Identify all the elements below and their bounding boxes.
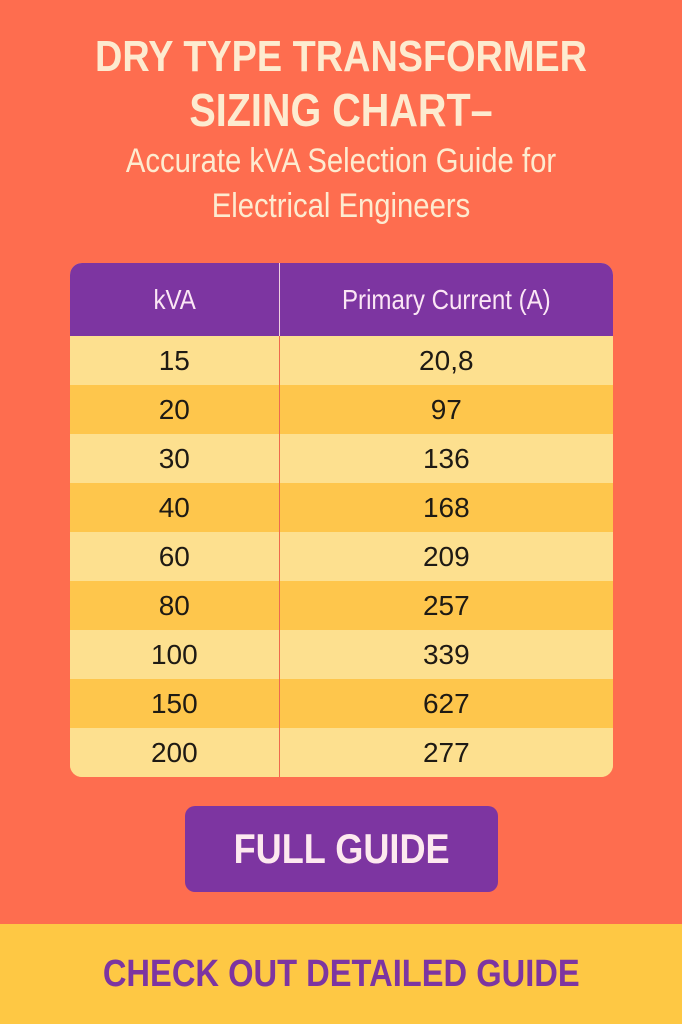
cell-current: 257: [278, 581, 613, 630]
cell-current: 627: [278, 679, 613, 728]
cell-kva: 30: [158, 442, 190, 474]
sizing-table: kVA Primary Current (A) 15 20,8 20 97 30 13…: [70, 263, 613, 777]
table-header: kVA Primary Current (A): [70, 263, 613, 336]
cell-kva: 80: [158, 589, 190, 621]
cell-kva: 60: [158, 540, 190, 572]
cell-current: 339: [278, 630, 613, 679]
cell-current: 209: [278, 532, 613, 581]
footer-label: CHECK OUT DETAILED GUIDE: [102, 952, 580, 995]
header-kva: kVA: [70, 263, 279, 336]
title-line-2: SIZING CHART–: [189, 84, 493, 136]
header-primary-current: Primary Current (A): [278, 263, 613, 336]
footer-banner[interactable]: CHECK OUT DETAILED GUIDE: [0, 924, 682, 1024]
cell-current: 277: [278, 728, 613, 777]
subtitle-line-2: Electrical Engineers: [211, 187, 471, 225]
cell-current: 168: [278, 483, 613, 532]
table-row: 60 209: [70, 532, 613, 581]
table-row: 100 339: [70, 630, 613, 679]
cell-current: 136: [278, 434, 613, 483]
cell-kva: 15: [158, 344, 190, 376]
subtitle-line-1: Accurate kVA Selection Guide for: [125, 142, 557, 180]
cell-current: 20,8: [278, 336, 613, 385]
table-row: 40 168: [70, 483, 613, 532]
cell-kva: 200: [150, 736, 198, 768]
table-row: 20 97: [70, 385, 613, 434]
table-row: 200 277: [70, 728, 613, 777]
cell-kva: 100: [150, 638, 198, 670]
cell-kva: 150: [150, 687, 198, 719]
cell-current: 97: [278, 385, 613, 434]
header-kva-label: kVA: [153, 283, 196, 315]
table-row: 15 20,8: [70, 336, 613, 385]
header-current-label: Primary Current (A): [341, 283, 551, 315]
full-guide-label: FULL GUIDE: [233, 825, 450, 872]
title-line-1: DRY TYPE TRANSFORMER: [95, 32, 587, 81]
cell-kva: 40: [158, 491, 190, 523]
full-guide-button[interactable]: FULL GUIDE: [185, 806, 498, 892]
table-row: 150 627: [70, 679, 613, 728]
title-block: DRY TYPE TRANSFORMER SIZING CHART– Accur…: [0, 30, 682, 228]
table-row: 30 136: [70, 434, 613, 483]
table-row: 80 257: [70, 581, 613, 630]
cell-kva: 20: [158, 393, 190, 425]
